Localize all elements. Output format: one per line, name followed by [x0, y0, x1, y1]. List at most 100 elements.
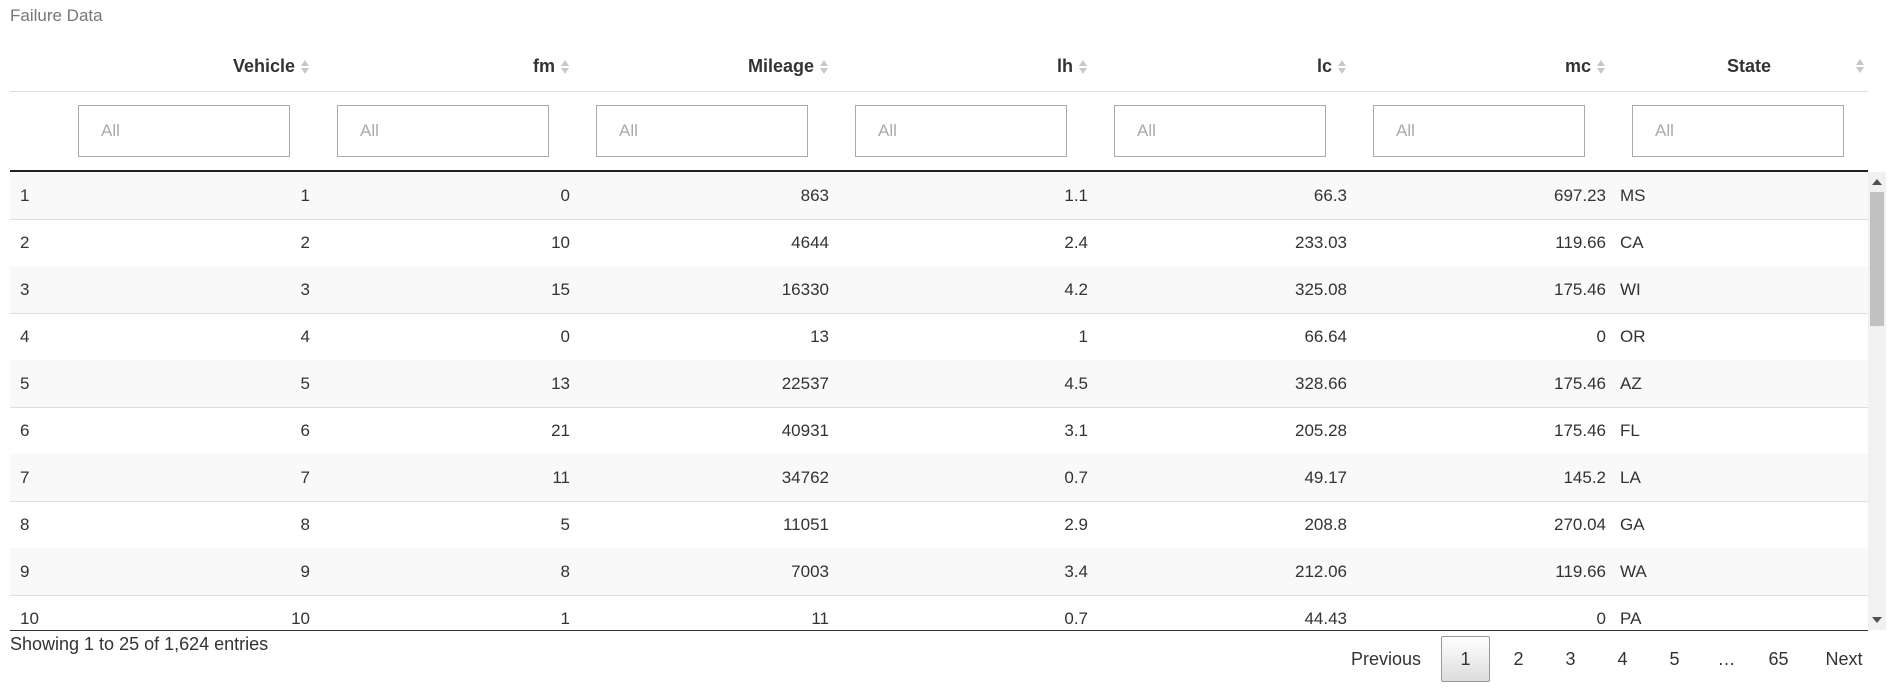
table-row[interactable]: 4 4 0 13 1 66.64 0 OR	[10, 313, 1868, 361]
cell-mc: 175.46	[1554, 279, 1606, 299]
column-header-vehicle[interactable]: Vehicle	[220, 42, 310, 91]
sort-icon	[1596, 58, 1606, 76]
column-header-label: lc	[1316, 56, 1332, 76]
cell-mc: 697.23	[1554, 185, 1606, 205]
cell-fm: 0	[560, 185, 570, 205]
table-row[interactable]: 3 3 15 16330 4.2 325.08 175.46 WI	[10, 266, 1868, 314]
cell-index: 9	[20, 561, 30, 581]
cell-lc: 328.66	[1295, 373, 1347, 393]
sort-icon	[560, 58, 570, 76]
filter-input-lh[interactable]	[855, 105, 1067, 157]
cell-fm: 0	[560, 326, 570, 346]
cell-lh: 0.7	[1064, 467, 1088, 487]
cell-mileage: 11051	[782, 514, 829, 534]
column-header-lc[interactable]: lc	[1257, 42, 1347, 91]
cell-lh: 1	[1078, 326, 1088, 346]
cell-vehicle: 8	[300, 514, 310, 534]
sort-icon[interactable]	[1855, 57, 1865, 75]
cell-vehicle: 3	[300, 279, 310, 299]
page-button[interactable]: 1	[1441, 636, 1490, 682]
cell-lh: 2.9	[1064, 514, 1088, 534]
cell-mileage: 13	[810, 326, 829, 346]
sort-icon	[819, 58, 829, 76]
column-header-label: Vehicle	[232, 56, 295, 76]
filter-input-fm[interactable]	[337, 105, 549, 157]
sort-icon	[300, 58, 310, 76]
column-header-state[interactable]: State	[1630, 42, 1868, 91]
cell-index: 10	[20, 608, 39, 628]
table-header: Vehicle fm Mileage lh lc mc State	[10, 42, 1868, 92]
cell-mileage: 11	[811, 608, 829, 628]
cell-lh: 3.4	[1064, 561, 1088, 581]
vertical-scrollbar[interactable]	[1868, 172, 1886, 630]
cell-lh: 1.1	[1064, 185, 1088, 205]
scroll-down-arrow-icon[interactable]	[1872, 617, 1882, 623]
filter-row	[10, 92, 1868, 172]
column-header-fm[interactable]: fm	[480, 42, 570, 91]
cell-state: AZ	[1620, 373, 1642, 393]
cell-state: CA	[1620, 232, 1644, 252]
column-header-mileage[interactable]: Mileage	[739, 42, 829, 91]
page-ellipsis: …	[1717, 648, 1736, 669]
cell-fm: 21	[551, 420, 570, 440]
cell-lc: 49.17	[1304, 467, 1347, 487]
cell-index: 3	[20, 279, 30, 299]
table-row[interactable]: 7 7 11 34762 0.7 49.17 145.2 LA	[10, 454, 1868, 502]
page-button[interactable]: 3	[1565, 648, 1576, 669]
table-row[interactable]: 5 5 13 22537 4.5 328.66 175.46 AZ	[10, 360, 1868, 408]
cell-index: 7	[20, 467, 30, 487]
column-header-label: State	[1726, 56, 1771, 76]
page-button[interactable]: 5	[1669, 648, 1680, 669]
table-row[interactable]: 10 10 1 11 0.7 44.43 0 PA	[10, 595, 1868, 630]
cell-fm: 10	[551, 232, 570, 252]
cell-lh: 0.7	[1064, 608, 1088, 628]
cell-mileage: 863	[800, 185, 829, 205]
previous-page-button[interactable]: Previous	[1350, 648, 1422, 669]
filter-input-mc[interactable]	[1373, 105, 1585, 157]
cell-fm: 13	[551, 373, 570, 393]
column-header-mc[interactable]: mc	[1516, 42, 1606, 91]
table-row[interactable]: 8 8 5 11051 2.9 208.8 270.04 GA	[10, 501, 1868, 549]
filter-input-lc[interactable]	[1114, 105, 1326, 157]
cell-lh: 4.5	[1064, 373, 1088, 393]
scrollbar-thumb[interactable]	[1870, 192, 1884, 326]
cell-index: 8	[20, 514, 30, 534]
cell-lh: 3.1	[1064, 420, 1088, 440]
page-button[interactable]: 4	[1617, 648, 1628, 669]
cell-state: PA	[1620, 608, 1642, 628]
table-row[interactable]: 6 6 21 40931 3.1 205.28 175.46 FL	[10, 407, 1868, 455]
sort-icon	[1337, 58, 1347, 76]
table-caption: Failure Data	[10, 6, 103, 25]
cell-vehicle: 5	[300, 373, 310, 393]
next-page-button[interactable]: Next	[1825, 648, 1863, 669]
cell-lc: 44.43	[1304, 608, 1347, 628]
cell-state: WI	[1620, 279, 1641, 299]
scroll-up-arrow-icon[interactable]	[1872, 179, 1882, 185]
cell-mc: 175.46	[1554, 373, 1606, 393]
column-header-lh[interactable]: lh	[998, 42, 1088, 91]
page-button[interactable]: 2	[1513, 648, 1524, 669]
cell-lc: 66.64	[1304, 326, 1347, 346]
cell-fm: 1	[560, 608, 570, 628]
cell-fm: 8	[560, 561, 570, 581]
filter-input-state[interactable]	[1632, 105, 1844, 157]
filter-input-mileage[interactable]	[596, 105, 808, 157]
column-header-label: mc	[1564, 56, 1591, 76]
cell-state: WA	[1620, 561, 1647, 581]
page-button[interactable]: 65	[1768, 648, 1789, 669]
table-row[interactable]: 2 2 10 4644 2.4 233.03 119.66 CA	[10, 219, 1868, 267]
table-row[interactable]: 1 1 0 863 1.1 66.3 697.23 MS	[10, 172, 1868, 220]
filter-input-vehicle[interactable]	[78, 105, 290, 157]
cell-lc: 325.08	[1295, 279, 1347, 299]
cell-index: 2	[20, 232, 30, 252]
cell-vehicle: 4	[300, 326, 310, 346]
cell-mc: 119.66	[1555, 561, 1606, 581]
table-row[interactable]: 9 9 8 7003 3.4 212.06 119.66 WA	[10, 548, 1868, 596]
cell-fm: 15	[551, 279, 570, 299]
cell-mc: 0	[1596, 608, 1606, 628]
cell-lh: 4.2	[1064, 279, 1088, 299]
cell-vehicle: 9	[300, 561, 310, 581]
cell-mc: 0	[1596, 326, 1606, 346]
cell-mc: 119.66	[1555, 232, 1606, 252]
cell-mileage: 34762	[781, 467, 829, 487]
